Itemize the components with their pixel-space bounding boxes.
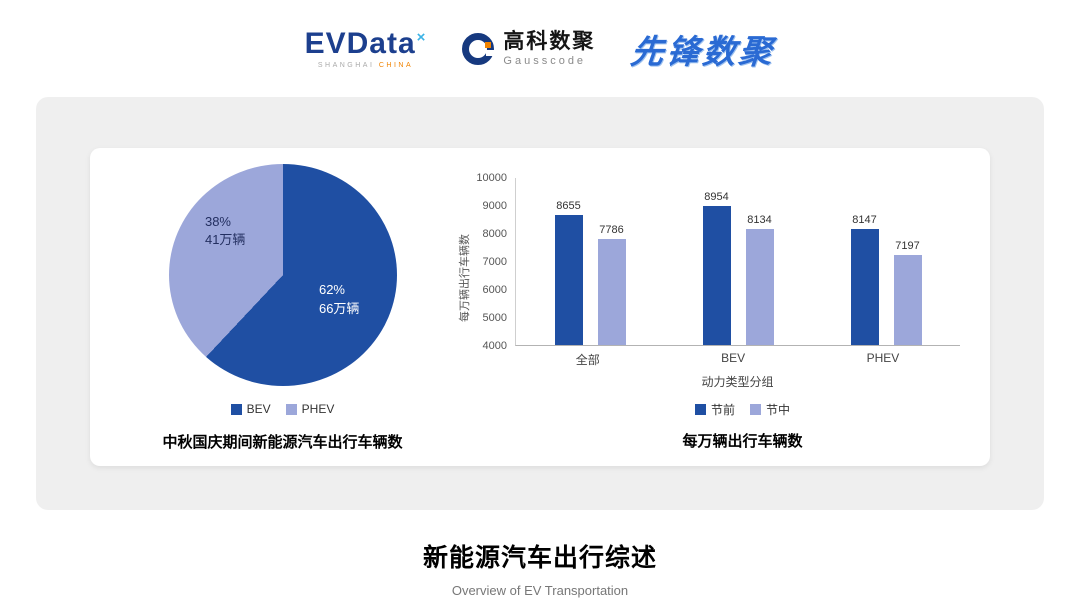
y-tick-label: 6000 bbox=[482, 284, 507, 296]
evdata-sub-china: CHINA bbox=[378, 61, 414, 69]
bar-value-label: 8954 bbox=[704, 191, 729, 203]
gausscode-en-name: Gausscode bbox=[503, 54, 587, 67]
y-tick-label: 10000 bbox=[476, 172, 507, 184]
bar-group: 8147 7197 bbox=[850, 178, 922, 345]
y-tick-label: 7000 bbox=[482, 256, 507, 268]
pioneer-logo: 先锋数聚 bbox=[629, 32, 778, 70]
pie-label-bev: 62% 66万辆 bbox=[319, 281, 359, 317]
bar bbox=[850, 229, 879, 345]
bar bbox=[597, 239, 626, 345]
category-row: 全部 BEV PHEV bbox=[515, 346, 960, 368]
gausscode-logo-text: 高科数聚 Gausscode bbox=[503, 30, 595, 66]
bar-chart: 10000 9000 8000 7000 6000 5000 4000 8655 7786 89… bbox=[473, 172, 970, 452]
evdata-logo: EVData× SHANGHAI CHINA bbox=[304, 26, 427, 69]
legend-item: 节前 bbox=[694, 401, 735, 418]
bar bbox=[702, 206, 731, 345]
pie-section: 38% 41万辆 62% 66万辆 BEV PHEV 中秋国庆期间新能源汽车出行车… bbox=[110, 162, 455, 452]
bar-value-label: 8147 bbox=[852, 214, 877, 226]
evdata-wordmark: EVData bbox=[304, 26, 416, 60]
bar-value-label: 8134 bbox=[747, 214, 772, 226]
y-tick-label: 8000 bbox=[482, 228, 507, 240]
bar-legend: 节前 节中 bbox=[515, 401, 970, 418]
y-tick-label: 9000 bbox=[482, 200, 507, 212]
gausscode-g-icon bbox=[462, 32, 495, 65]
category-label: 全部 bbox=[575, 353, 600, 367]
y-tick-label: 4000 bbox=[482, 340, 507, 352]
legend-swatch bbox=[230, 403, 242, 415]
bar-wrap: 7197 bbox=[893, 178, 922, 345]
legend-swatch bbox=[750, 404, 761, 415]
bar-plot: 8655 7786 8954 8134 8147 7197 bbox=[515, 178, 960, 346]
gausscode-cn-name: 高科数聚 bbox=[503, 30, 596, 54]
y-axis-label-column: 每万辆出行车辆数 bbox=[455, 178, 473, 452]
page-title: 新能源汽车出行综述 bbox=[422, 544, 657, 572]
bar-section: 每万辆出行车辆数 10000 9000 8000 7000 6000 5000 4000 8… bbox=[455, 162, 970, 452]
legend-item: BEV bbox=[230, 402, 271, 416]
legend-item: PHEV bbox=[285, 402, 335, 416]
pie-chart-title: 中秋国庆期间新能源汽车出行车辆数 bbox=[162, 434, 403, 451]
bar-plot-row: 10000 9000 8000 7000 6000 5000 4000 8655 7786 89… bbox=[473, 172, 970, 352]
chart-panel: 38% 41万辆 62% 66万辆 BEV PHEV 中秋国庆期间新能源汽车出行车… bbox=[36, 97, 1044, 510]
bar-wrap: 7786 bbox=[597, 178, 626, 345]
bar bbox=[745, 229, 774, 345]
bar-value-label: 8655 bbox=[556, 200, 581, 212]
category-label: BEV bbox=[721, 351, 746, 365]
bar bbox=[554, 215, 583, 345]
pie-wrap: 38% 41万辆 62% 66万辆 bbox=[168, 164, 397, 386]
category-label: PHEV bbox=[866, 351, 900, 365]
y-tick-label: 5000 bbox=[482, 312, 507, 324]
bar-group: 8954 8134 bbox=[702, 178, 774, 345]
page-subtitle: Overview of EV Transportation bbox=[451, 583, 629, 598]
bev-value: 66万辆 bbox=[318, 300, 360, 316]
bar-wrap: 8147 bbox=[850, 178, 879, 345]
evdata-x-icon: × bbox=[416, 28, 427, 46]
bar-wrap: 8954 bbox=[702, 178, 731, 345]
bar-wrap: 8655 bbox=[554, 178, 583, 345]
pie-label-phev: 38% 41万辆 bbox=[205, 212, 245, 248]
header: EVData× SHANGHAI CHINA 高科数聚 Gausscode 先锋… bbox=[0, 0, 1080, 97]
x-axis-label: 动力类型分组 bbox=[701, 375, 774, 389]
phev-percent: 38% bbox=[204, 213, 231, 229]
bar-group: 8655 7786 bbox=[554, 178, 626, 345]
evdata-logo-subtext: SHANGHAI CHINA bbox=[305, 62, 427, 69]
evdata-logo-text: EVData× bbox=[304, 26, 427, 60]
legend-label: 节前 bbox=[710, 403, 735, 417]
pie-chart bbox=[168, 164, 397, 386]
footer: 新能源汽车出行综述 Overview of EV Transportation bbox=[0, 538, 1080, 598]
chart-card: 38% 41万辆 62% 66万辆 BEV PHEV 中秋国庆期间新能源汽车出行车… bbox=[90, 148, 990, 466]
bev-percent: 62% bbox=[318, 282, 345, 298]
bar-value-label: 7197 bbox=[895, 240, 920, 252]
legend-swatch bbox=[694, 404, 706, 415]
bar-value-label: 7786 bbox=[599, 224, 624, 236]
bar bbox=[893, 255, 922, 345]
pie-legend: BEV PHEV bbox=[230, 402, 335, 416]
bar-chart-title: 每万辆出行车辆数 bbox=[682, 433, 803, 450]
y-axis-label: 每万辆出行车辆数 bbox=[459, 234, 471, 322]
bar-wrap: 8134 bbox=[745, 178, 774, 345]
legend-label: PHEV bbox=[301, 402, 335, 416]
evdata-sub-shanghai: SHANGHAI bbox=[317, 61, 375, 69]
legend-swatch bbox=[285, 403, 297, 415]
gausscode-logo: 高科数聚 Gausscode bbox=[462, 30, 595, 67]
y-axis-ticks: 10000 9000 8000 7000 6000 5000 4000 bbox=[473, 172, 515, 352]
legend-item: 节中 bbox=[750, 401, 790, 418]
phev-value: 41万辆 bbox=[204, 231, 246, 247]
legend-label: 节中 bbox=[766, 403, 791, 417]
legend-label: BEV bbox=[246, 402, 271, 416]
